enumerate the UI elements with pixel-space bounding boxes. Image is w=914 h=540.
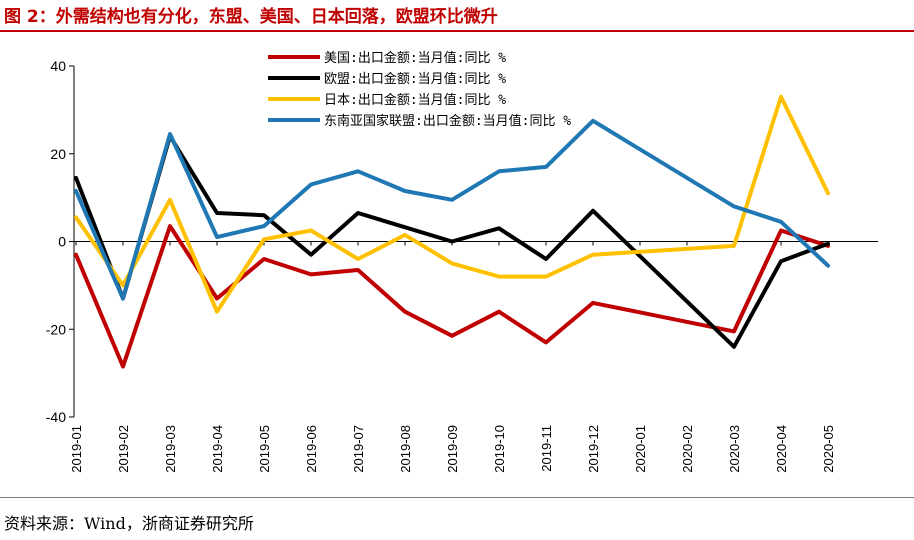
x-tick-label: 2019-01 — [69, 425, 84, 473]
x-tick-label: 2020-03 — [727, 425, 742, 473]
x-tick-label: 2020-05 — [821, 425, 836, 473]
source-note: 资料来源：Wind，浙商证券研究所 — [4, 514, 254, 533]
x-tick-label: 2020-02 — [680, 425, 695, 473]
x-tick-label: 2019-03 — [163, 425, 178, 473]
legend-label-3: 东南亚国家联盟:出口金额:当月值:同比 % — [324, 113, 571, 129]
x-tick-label: 2019-02 — [116, 425, 131, 473]
title-underline — [0, 30, 914, 32]
line-chart: -40 -20 0 20 40 2019-01 2019-02 2019-03 2019-04 2… — [46, 50, 878, 473]
x-tick-label: 2019-10 — [492, 425, 507, 473]
source-divider — [0, 497, 914, 498]
x-tick-label: 2019-06 — [304, 425, 319, 473]
x-tick-label: 2019-07 — [351, 425, 366, 473]
series-line-2 — [74, 94, 830, 314]
series-line-0 — [74, 224, 830, 369]
y-tick-label: -20 — [46, 321, 66, 337]
y-tick-label: 0 — [58, 234, 66, 250]
x-tick-label: 2019-05 — [257, 425, 272, 473]
x-tick-label: 2019-12 — [586, 425, 601, 473]
x-tick-label: 2019-08 — [398, 425, 413, 473]
x-tick-label: 2020-04 — [774, 425, 789, 473]
x-tick-label: 2019-04 — [210, 425, 225, 473]
x-tick-label: 2019-11 — [539, 425, 554, 472]
legend-label-1: 欧盟:出口金额:当月值:同比 % — [324, 71, 506, 87]
y-tick-label: -40 — [46, 409, 66, 425]
chart-title: 图 2：外需结构也有分化，东盟、美国、日本回落，欧盟环比微升 — [4, 7, 498, 27]
legend-label-0: 美国:出口金额:当月值:同比 % — [324, 50, 506, 66]
x-tick-label: 2020-01 — [633, 425, 648, 473]
legend-label-2: 日本:出口金额:当月值:同比 % — [324, 92, 506, 108]
axes — [69, 65, 878, 418]
series-lines — [74, 94, 830, 369]
x-tick-label: 2019-09 — [445, 425, 460, 473]
series-line-3 — [74, 118, 830, 301]
y-tick-label: 40 — [50, 58, 66, 74]
legend: 美国:出口金额:当月值:同比 % 欧盟:出口金额:当月值:同比 % 日本:出口金额:… — [268, 50, 571, 129]
y-tick-label: 20 — [50, 146, 66, 162]
tick-labels: -40 -20 0 20 40 2019-01 2019-02 2019-03 2019-04 2… — [46, 58, 836, 473]
